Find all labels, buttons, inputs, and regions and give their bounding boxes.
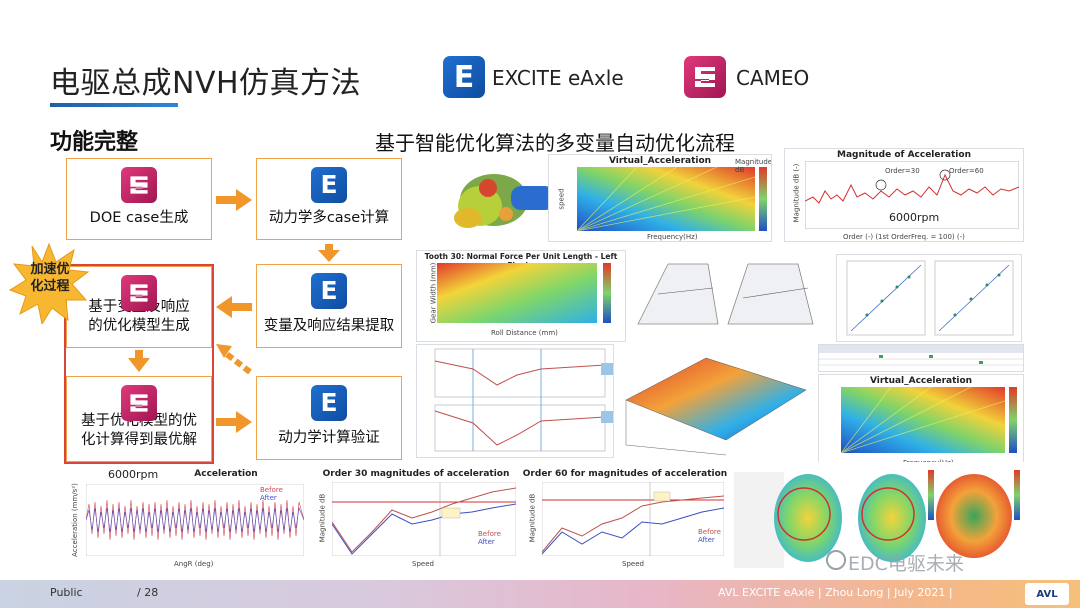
- cameo-icon: [121, 167, 157, 203]
- acceleration-signal-panel: 6000rpm Acceleration Before After AngR (…: [64, 468, 308, 572]
- title-underline: [50, 103, 178, 107]
- footer-bar: [0, 580, 1080, 608]
- cameo-icon: [121, 385, 157, 421]
- avl-logo-icon: AVL: [1025, 583, 1069, 605]
- model-gen-box: 基于变量及响应 的优化模型生成: [66, 266, 212, 348]
- order30-legend-after: After: [478, 538, 495, 546]
- optimize-box: 基于优化模型的优 化计算得到最优解: [66, 376, 212, 462]
- legend-before: Before: [260, 486, 283, 494]
- arrow-down-icon: [128, 350, 150, 372]
- mag-acc-xlabel: Order (-) (1st OrderFreq. = 100) (-): [843, 233, 965, 241]
- excite-icon: E: [311, 273, 347, 309]
- excite-icon: E: [311, 385, 347, 421]
- virtual-acc-ylabel: speed: [557, 188, 566, 210]
- order60-legend-after: After: [698, 536, 715, 544]
- brand-cameo-label: CAMEO: [736, 66, 810, 90]
- brand-excite-label: EXCITE eAxle: [492, 66, 624, 90]
- order60-xlabel: Speed: [622, 560, 644, 568]
- acceleration-ylabel: Acceleration (mm/s²): [70, 483, 79, 557]
- results-table-image: [818, 344, 1024, 372]
- arrow-right-icon: [216, 189, 252, 211]
- optimization-loop-frame: [64, 264, 214, 464]
- acceleration-rpm: 6000rpm: [108, 468, 159, 481]
- response-line-plots-panel: [416, 344, 614, 458]
- regression-scatter-panel: [836, 254, 1022, 342]
- tooth-xlabel: Roll Distance (mm): [491, 329, 558, 337]
- order60-legend-before: Before: [698, 528, 721, 536]
- flow-arrows: [128, 189, 340, 433]
- burst-badge-icon: [8, 242, 90, 324]
- magnitude-acceleration-panel: Magnitude of Acceleration Order=30 Order…: [784, 148, 1024, 242]
- acceleration-xlabel: AngR (deg): [174, 560, 214, 568]
- virtual-acceleration-panel: Virtual_Acceleration Frequency(Hz) speed…: [548, 154, 772, 242]
- order30-xlabel: Speed: [412, 560, 434, 568]
- virtual-acc-unit: Magnitude dB: [735, 158, 772, 174]
- mag-acc-title: Magnitude of Acceleration: [836, 150, 971, 160]
- extract-box: E 变量及响应结果提取: [256, 264, 402, 348]
- footer-classification: Public: [50, 586, 83, 599]
- mag-acc-ylabel: Magnitude dB (-): [792, 163, 801, 223]
- arrow-right-icon: [216, 411, 252, 433]
- order30-title: Order 30 magnitudes of acceleration: [322, 469, 510, 479]
- dashed-feedback-arrow: [222, 349, 252, 375]
- cameo-icon: [121, 275, 157, 311]
- footer-page-number: / 28: [137, 586, 159, 599]
- virtual-acceleration-2-panel: Virtual_Acceleration Frequency(Hz): [818, 374, 1024, 468]
- mag-acc-rpm: 6000rpm: [889, 211, 940, 224]
- response-surface-image: [616, 350, 816, 460]
- section-heading: 功能完整: [50, 130, 139, 155]
- excite-logo-icon: E: [443, 56, 485, 98]
- page-title: 电驱总成NVH仿真方法: [50, 66, 362, 101]
- order30-legend-before: Before: [478, 530, 501, 538]
- gearbox-3d-image: [416, 156, 562, 242]
- multi-case-box: E 动力学多case计算: [256, 158, 402, 240]
- order60-title: Order 60 for magnitudes of acceleration: [522, 469, 728, 479]
- arrow-left-icon: [216, 296, 252, 318]
- order30-ylabel: Magnitude dB: [318, 493, 327, 543]
- order60-ylabel: Magnitude dB: [528, 493, 537, 543]
- mag-acc-order60: Order=60: [949, 167, 984, 175]
- legend-after: After: [260, 494, 277, 502]
- verify-label: 动力学计算验证: [278, 430, 380, 447]
- multi-case-label: 动力学多case计算: [268, 210, 390, 227]
- tooth-force-panel: Tooth 30: Normal Force Per Unit Length -…: [416, 250, 626, 342]
- doe-case-box: DOE case生成: [66, 158, 212, 240]
- burst-label: 加速优 化过程: [30, 262, 70, 294]
- housing-contour-images: [732, 462, 1024, 574]
- wechat-watermark-icon: [826, 550, 846, 570]
- flow-title: 基于智能优化算法的多变量自动优化流程: [375, 131, 735, 155]
- extract-label: 变量及响应结果提取: [263, 318, 395, 335]
- arrow-head-icon: [216, 344, 232, 358]
- virtual-acc-title: Virtual_Acceleration: [608, 156, 712, 166]
- virtual-acc2-title: Virtual_Acceleration: [869, 376, 973, 386]
- model-gen-label-2: 的优化模型生成: [88, 318, 190, 335]
- optimize-label-2: 化计算得到最优解: [81, 432, 197, 449]
- mag-acc-order30: Order=30: [885, 167, 920, 175]
- cameo-logo-icon: [684, 56, 726, 98]
- order60-panel: Order 60 for magnitudes of acceleration …: [522, 468, 728, 572]
- order30-panel: Order 30 magnitudes of acceleration Befo…: [312, 468, 520, 572]
- footer-info: AVL EXCITE eAxle | Zhou Long | July 2021…: [718, 586, 953, 599]
- virtual-acc-xlabel: Frequency(Hz): [647, 233, 698, 241]
- doe-case-label: DOE case生成: [89, 210, 189, 227]
- excite-icon: E: [311, 167, 347, 203]
- tooth-geometry-image: [628, 254, 818, 338]
- verify-box: E 动力学计算验证: [256, 376, 402, 460]
- acceleration-title: Acceleration: [194, 469, 258, 479]
- tooth-ylabel: Gear Width (mm): [429, 262, 438, 324]
- watermark: EDC电驱未来: [848, 553, 964, 575]
- arrow-down-icon: [318, 244, 340, 262]
